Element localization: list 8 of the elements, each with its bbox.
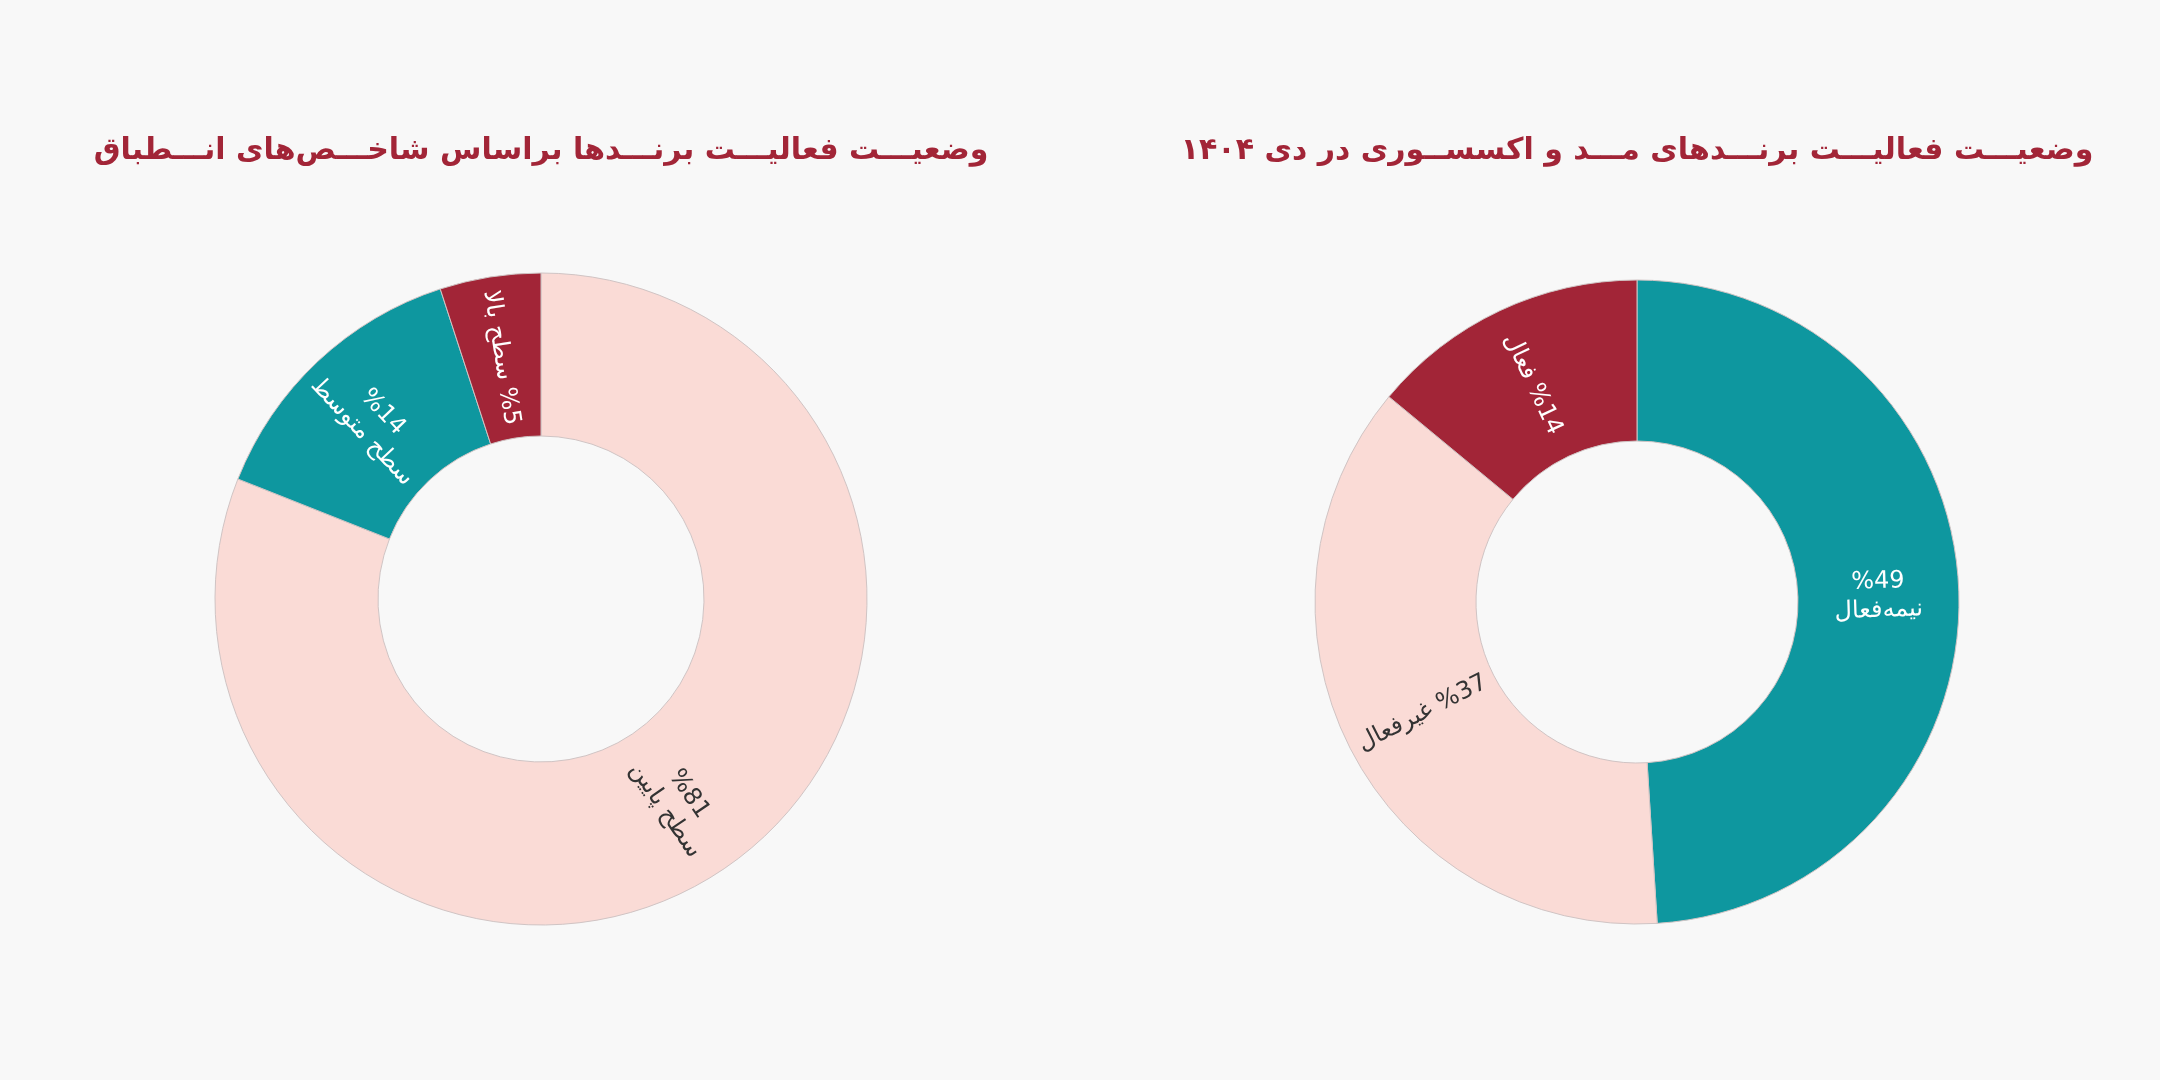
- data-label: %5: [493, 385, 528, 428]
- slice-label: نیمه‌فعال: [1834, 593, 1924, 625]
- data-label: %37: [1431, 666, 1492, 717]
- slice-label: سطح بالا: [478, 288, 521, 382]
- chart-title: وضعیـــت فعالیـــت برنـــدهای مـــد و اکسســوری در دی ۱۴۰۴: [1180, 130, 2094, 167]
- chart-title: وضعیـــت فعالیـــت برنـــدها براساس شاخـــص‌های انـــطباق: [93, 130, 989, 167]
- data-label: %49: [1850, 565, 1906, 595]
- data-label: %14: [1521, 378, 1570, 439]
